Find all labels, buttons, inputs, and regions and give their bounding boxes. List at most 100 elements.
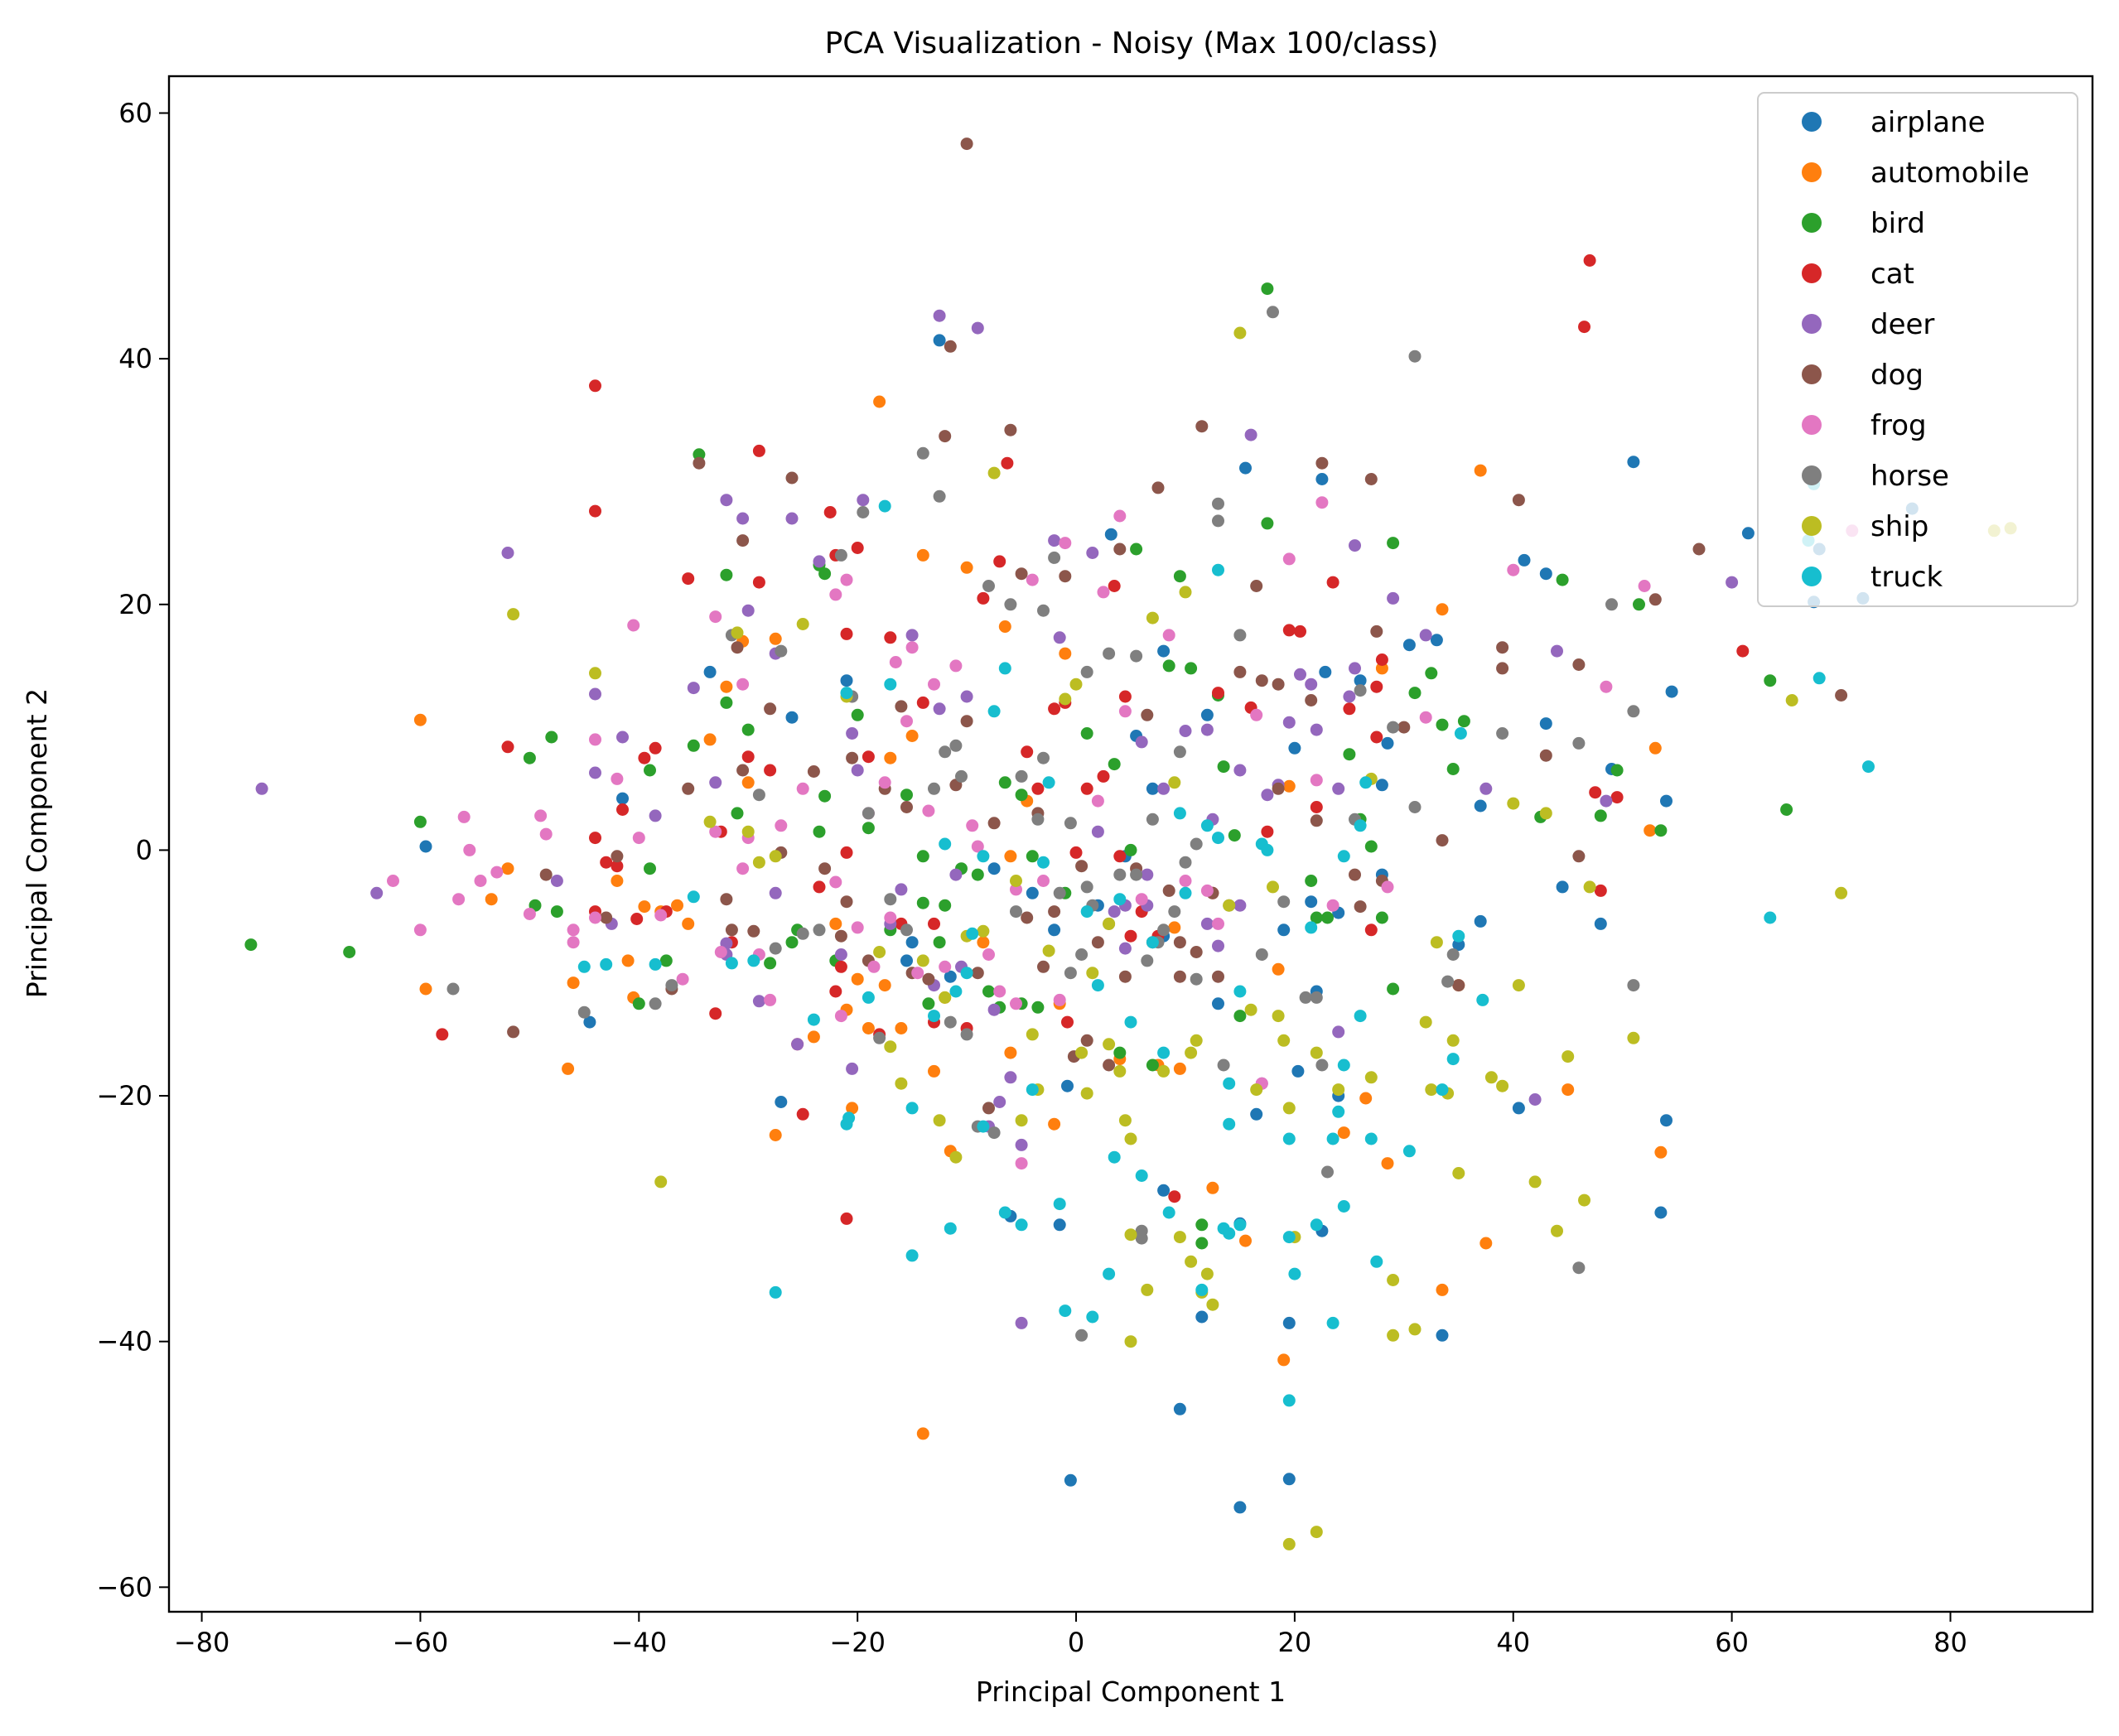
y-tick-label: −40	[96, 1326, 152, 1357]
data-point-bird	[982, 985, 995, 998]
data-point-airplane	[703, 665, 717, 678]
data-point-truck	[1326, 1132, 1339, 1145]
data-point-dog	[1048, 905, 1061, 919]
data-point-airplane	[1660, 1114, 1673, 1127]
data-point-deer	[1600, 794, 1613, 808]
data-point-airplane	[1104, 528, 1117, 541]
data-point-dog	[1190, 946, 1203, 958]
data-point-truck	[1337, 850, 1350, 863]
data-point-ship	[1484, 1071, 1498, 1084]
data-point-ship	[1244, 1003, 1257, 1016]
data-point-ship	[1179, 586, 1192, 599]
data-point-frog	[709, 825, 722, 838]
data-point-truck	[960, 967, 973, 980]
data-point-ship	[1103, 1038, 1116, 1051]
data-point-ship	[1627, 1031, 1640, 1044]
data-point-cat	[1375, 653, 1388, 666]
legend-label-horse: horse	[1870, 460, 1949, 493]
data-point-ship	[1583, 880, 1596, 894]
legend-marker-dog	[1802, 364, 1822, 384]
data-point-ship	[1250, 1083, 1263, 1097]
data-point-dog	[1648, 593, 1662, 606]
data-point-frog	[1315, 496, 1329, 509]
data-point-dog	[987, 817, 1001, 830]
data-point-dog	[682, 782, 695, 795]
data-point-frog	[829, 875, 842, 889]
data-point-horse	[1037, 751, 1050, 764]
data-point-ship	[895, 1077, 908, 1090]
data-point-automobile	[878, 979, 891, 992]
data-point-airplane	[1741, 527, 1755, 540]
data-point-bird	[1387, 537, 1400, 550]
data-point-truck	[905, 1102, 919, 1115]
data-point-dog	[736, 534, 750, 547]
x-tick-label: 40	[1496, 1627, 1530, 1658]
data-point-cat	[840, 627, 853, 640]
data-point-bird	[818, 789, 832, 803]
data-point-truck	[1452, 929, 1465, 943]
data-point-airplane	[900, 954, 913, 967]
data-point-dog	[1091, 936, 1104, 949]
data-point-airplane	[1291, 1064, 1305, 1078]
data-point-ship	[654, 1175, 668, 1189]
data-point-dog	[900, 801, 913, 813]
data-point-cat	[977, 591, 990, 605]
data-point-horse	[1146, 813, 1159, 826]
data-point-horse	[1010, 905, 1022, 919]
data-point-deer	[1015, 1316, 1028, 1329]
data-point-horse	[813, 923, 826, 937]
data-point-airplane	[1315, 473, 1329, 485]
data-point-frog	[1010, 997, 1022, 1010]
data-point-automobile	[1272, 962, 1285, 976]
data-point-dog	[1272, 782, 1285, 795]
data-point-frog	[905, 641, 919, 654]
data-point-dog	[922, 972, 935, 986]
data-point-dog	[1004, 423, 1017, 436]
data-point-truck	[862, 991, 875, 1004]
data-point-frog	[922, 804, 935, 817]
data-point-truck	[1026, 1083, 1039, 1097]
data-point-horse	[1408, 801, 1422, 813]
data-point-deer	[933, 309, 946, 322]
data-point-horse	[1496, 727, 1509, 740]
data-point-ship	[1173, 1231, 1186, 1244]
data-point-cat	[1282, 624, 1296, 637]
data-point-dog	[1397, 721, 1411, 734]
data-point-horse	[665, 979, 678, 992]
data-point-dog	[1037, 960, 1050, 973]
data-point-horse	[982, 580, 995, 592]
data-point-truck	[1200, 819, 1214, 832]
data-point-ship	[703, 815, 717, 828]
data-point-automobile	[862, 1022, 875, 1034]
data-point-truck	[905, 1249, 919, 1262]
data-point-bird	[862, 822, 875, 835]
data-point-airplane	[1200, 708, 1214, 721]
data-point-airplane	[1146, 782, 1159, 795]
data-point-cat	[752, 576, 765, 589]
data-point-deer	[791, 1038, 804, 1051]
data-point-airplane	[1319, 665, 1332, 678]
data-point-horse	[900, 923, 913, 937]
data-point-cat	[1610, 791, 1624, 804]
data-point-automobile	[916, 1427, 929, 1440]
data-point-horse	[944, 1015, 957, 1029]
data-point-deer	[1305, 678, 1318, 691]
y-tick-label: −20	[96, 1080, 152, 1112]
data-point-deer	[1551, 644, 1563, 658]
data-point-horse	[1299, 991, 1312, 1004]
data-point-truck	[966, 927, 979, 940]
data-point-horse	[1130, 649, 1143, 663]
data-point-frog	[884, 911, 897, 924]
data-point-airplane	[1212, 997, 1224, 1010]
data-point-frog	[736, 862, 750, 875]
data-point-frog	[851, 921, 864, 934]
data-point-cat	[589, 504, 601, 518]
data-point-airplane	[1539, 567, 1552, 581]
data-point-cat	[1261, 825, 1274, 838]
data-point-deer	[649, 809, 662, 822]
data-point-ship	[1059, 692, 1072, 706]
data-point-deer	[1200, 917, 1214, 930]
data-point-frog	[1326, 899, 1339, 912]
data-point-truck	[600, 957, 613, 971]
data-point-dog	[1255, 674, 1268, 687]
